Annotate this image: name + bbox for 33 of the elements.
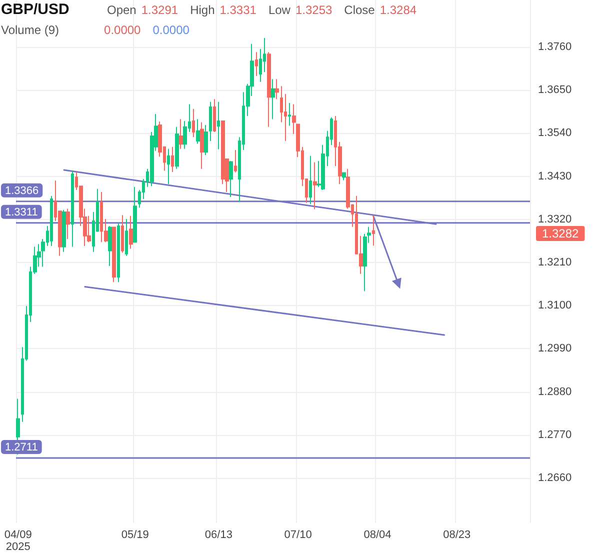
y-tick-label: 1.2770: [538, 428, 572, 441]
annotation: 1.3331: [220, 3, 256, 17]
x-tick-label: 05/19: [121, 529, 149, 541]
ref-line-label: 1.3366: [5, 184, 39, 197]
x-tick-label: 06/13: [204, 529, 232, 541]
ref-line-label: 1.2711: [5, 441, 38, 454]
legend-label: 1.3311: [5, 206, 38, 218]
text: Volume (9): [1, 23, 60, 37]
y-tick-label: 1.2990: [538, 342, 572, 355]
y-tick-label: 1.3210: [538, 256, 572, 268]
annotation: Low: [268, 3, 290, 17]
annotation: 0.0000: [104, 23, 141, 37]
y-tick-label: 1.2880: [538, 386, 572, 398]
x-tick-label: 08/04: [364, 529, 392, 541]
y-tick-label: 1.3540: [538, 127, 572, 140]
x-tick-label: 08/23: [443, 529, 471, 541]
y-tick-label: 1.3430: [538, 170, 572, 182]
annotation: 1.3291: [141, 3, 178, 17]
y-tick-label: 1.2660: [538, 472, 572, 484]
y-tick-label: 1.3760: [538, 41, 572, 54]
text: 1.3282: [542, 226, 580, 240]
annotation: Close: [344, 3, 375, 17]
x-tick-label: 07/10: [284, 529, 312, 541]
annotation: 0.0000: [152, 23, 190, 37]
y-tick-label: 1.3650: [538, 84, 572, 96]
annotation: 1.3253: [295, 3, 332, 17]
chart-title: GBP/USD: [1, 1, 70, 18]
x-tick-label: 04/09 2025: [4, 529, 32, 553]
y-tick-label: 1.3320: [538, 213, 572, 226]
y-tick-label: 1.3100: [538, 300, 572, 312]
annotation: High: [190, 3, 215, 17]
annotation: Open: [107, 3, 136, 17]
annotation: 1.3284: [380, 3, 417, 17]
